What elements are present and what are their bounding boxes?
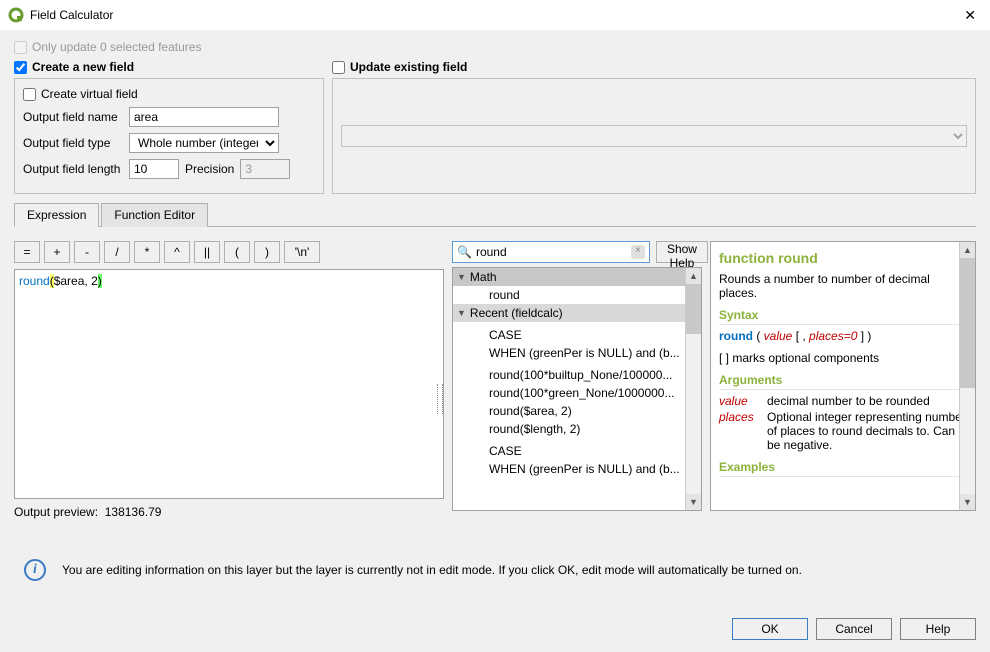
tree-item[interactable]: round($area, 2) (453, 402, 701, 420)
create-virtual-label: Create virtual field (41, 87, 138, 101)
output-length-label: Output field length (23, 162, 123, 176)
tab-function-editor[interactable]: Function Editor (101, 203, 208, 227)
op-div[interactable]: / (104, 241, 130, 263)
help-args-label: Arguments (719, 373, 967, 390)
help-desc: Rounds a number to number of decimal pla… (719, 272, 967, 300)
scroll-thumb[interactable] (960, 258, 975, 388)
only-update-label: Only update 0 selected features (32, 40, 201, 54)
help-arg-row: places Optional integer representing num… (719, 410, 967, 452)
operator-bar: = + - / * ^ || ( ) '\n' (14, 241, 444, 263)
scroll-up-icon[interactable]: ▲ (686, 268, 701, 284)
precision-label: Precision (185, 162, 234, 176)
help-arg-row: value decimal number to be rounded (719, 394, 967, 408)
output-length-spin[interactable] (129, 159, 179, 179)
help-syntax-label: Syntax (719, 308, 967, 325)
scroll-down-icon[interactable]: ▼ (960, 494, 975, 510)
dialog-buttons: OK Cancel Help (732, 618, 976, 640)
clear-search-icon[interactable]: × (631, 245, 645, 259)
search-input[interactable] (476, 245, 631, 259)
op-newline[interactable]: '\n' (284, 241, 320, 263)
chevron-down-icon: ▼ (457, 308, 466, 318)
titlebar: Field Calculator ✕ (0, 0, 990, 30)
create-virtual-checkbox[interactable] (23, 88, 36, 101)
scroll-up-icon[interactable]: ▲ (960, 242, 975, 258)
update-existing-checkbox[interactable] (332, 61, 345, 74)
op-rparen[interactable]: ) (254, 241, 280, 263)
cancel-button[interactable]: Cancel (816, 618, 892, 640)
op-plus[interactable]: + (44, 241, 70, 263)
op-mul[interactable]: * (134, 241, 160, 263)
only-update-checkbox (14, 41, 27, 54)
info-text: You are editing information on this laye… (62, 563, 802, 577)
op-minus[interactable]: - (74, 241, 100, 263)
help-title: function round (719, 250, 967, 266)
search-icon: 🔍 (457, 245, 472, 259)
tree-group-recent[interactable]: ▼Recent (fieldcalc) (453, 304, 701, 322)
tree-item[interactable]: CASE (453, 326, 701, 344)
tree-item[interactable]: WHEN (greenPer is NULL) and (b... (453, 344, 701, 362)
qgis-icon (8, 7, 24, 23)
help-button[interactable]: Help (900, 618, 976, 640)
tree-item[interactable]: CASE (453, 442, 701, 460)
tree-item[interactable]: WHEN (greenPer is NULL) and (b... (453, 460, 701, 478)
update-field-select (341, 125, 967, 147)
tree-group-math[interactable]: ▼Math (453, 268, 701, 286)
info-icon: i (24, 559, 46, 581)
create-new-checkbox[interactable] (14, 61, 27, 74)
output-name-input[interactable] (129, 107, 279, 127)
scroll-down-icon[interactable]: ▼ (686, 494, 701, 510)
op-eq[interactable]: = (14, 241, 40, 263)
create-field-panel: Create virtual field Output field name O… (14, 78, 324, 194)
ok-button[interactable]: OK (732, 618, 808, 640)
resize-handle[interactable] (437, 384, 443, 414)
scroll-thumb[interactable] (686, 284, 701, 334)
search-box[interactable]: 🔍 × (452, 241, 650, 263)
show-help-button[interactable]: Show Help (656, 241, 708, 263)
window-title: Field Calculator (30, 8, 958, 22)
tab-expression[interactable]: Expression (14, 203, 99, 227)
tree-item[interactable]: round (453, 286, 701, 304)
tree-item[interactable]: round($length, 2) (453, 420, 701, 438)
tree-item[interactable]: round(100*green_None/1000000... (453, 384, 701, 402)
tabs: Expression Function Editor (14, 202, 976, 227)
help-scrollbar[interactable]: ▲ ▼ (959, 242, 975, 510)
only-update-row: Only update 0 selected features (14, 40, 976, 54)
op-lparen[interactable]: ( (224, 241, 250, 263)
precision-spin (240, 159, 290, 179)
tree-scrollbar[interactable]: ▲ ▼ (685, 268, 701, 510)
op-concat[interactable]: || (194, 241, 220, 263)
create-new-label: Create a new field (32, 60, 134, 74)
tree-item[interactable]: round(100*builtup_None/100000... (453, 366, 701, 384)
output-type-select[interactable]: Whole number (integer) (129, 133, 279, 153)
help-syntax: round ( value [ , places=0 ] ) (719, 329, 967, 343)
help-syntax-note: [ ] marks optional components (719, 351, 967, 365)
output-preview: Output preview: 138136.79 (14, 505, 444, 519)
info-row: i You are editing information on this la… (14, 559, 976, 581)
update-field-panel (332, 78, 976, 194)
function-tree[interactable]: ▼Math round ▼Recent (fieldcalc) CASE WHE… (452, 267, 702, 511)
expression-textarea[interactable]: round($area, 2) (14, 269, 444, 499)
output-type-label: Output field type (23, 136, 123, 150)
update-existing-label: Update existing field (350, 60, 467, 74)
op-pow[interactable]: ^ (164, 241, 190, 263)
help-examples-label: Examples (719, 460, 967, 477)
help-pane: function round Rounds a number to number… (710, 241, 976, 511)
chevron-down-icon: ▼ (457, 272, 466, 282)
output-name-label: Output field name (23, 110, 123, 124)
close-icon[interactable]: ✕ (958, 5, 982, 26)
